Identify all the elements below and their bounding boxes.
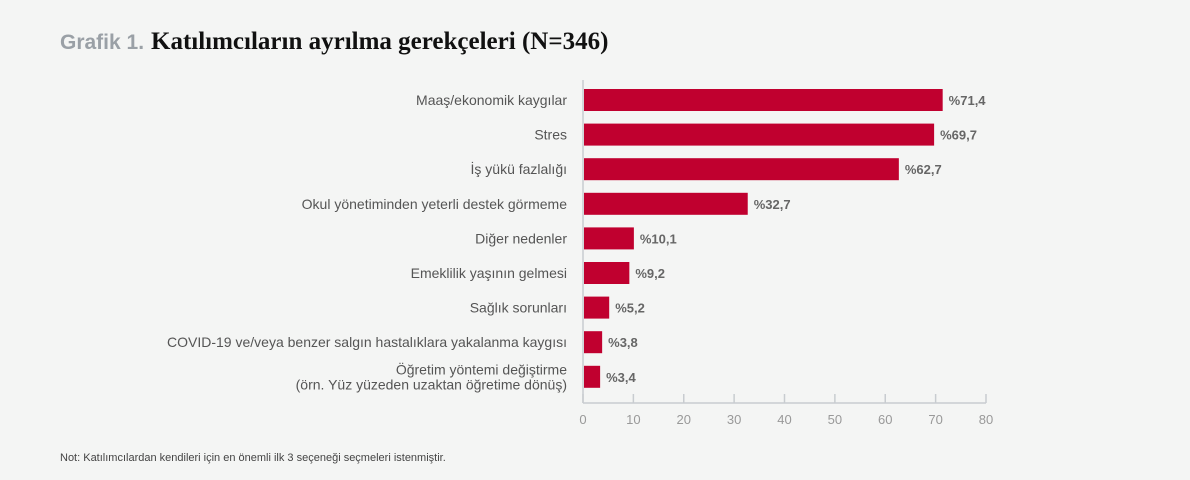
x-tick-label: 80 <box>979 412 993 427</box>
x-tick-label: 30 <box>727 412 741 427</box>
bar <box>584 296 610 319</box>
bar <box>584 227 634 250</box>
category-label: Sağlık sorunları <box>470 300 567 316</box>
category-label: Okul yönetiminden yeterli destek görmeme <box>302 196 568 212</box>
bar <box>584 331 603 354</box>
chart-title-text: Katılımcıların ayrılma gerekçeleri (N=34… <box>151 28 609 55</box>
x-tick-label: 10 <box>626 412 640 427</box>
bar <box>584 192 748 215</box>
data-label: %10,1 <box>640 231 677 246</box>
category-label: (örn. Yüz yüzeden uzaktan öğretime dönüş… <box>296 376 567 392</box>
bar <box>584 365 601 388</box>
category-label: COVID-19 ve/veya benzer salgın hastalıkl… <box>167 334 567 350</box>
data-label: %3,4 <box>606 370 636 385</box>
category-label: Diğer nedenler <box>475 230 567 246</box>
x-tick-label: 20 <box>677 412 691 427</box>
bar <box>584 262 630 284</box>
data-label: %5,2 <box>615 301 645 316</box>
x-tick-label: 40 <box>777 412 791 427</box>
x-tick-label: 70 <box>928 412 942 427</box>
category-label: İş yükü fazlalığı <box>471 160 568 177</box>
category-label: Öğretim yöntemi değiştirme <box>396 360 567 377</box>
category-label: Stres <box>534 127 567 143</box>
data-label: %62,7 <box>905 162 942 177</box>
x-tick-label: 50 <box>828 412 842 427</box>
bar <box>584 89 943 111</box>
category-label: Emeklilik yaşının gelmesi <box>411 265 567 281</box>
category-label: Maaş/ekonomik kaygılar <box>416 92 567 108</box>
chart-title-prefix: Grafik 1. <box>60 31 145 54</box>
chart-title: Grafik 1. Katılımcıların ayrılma gerekçe… <box>60 27 608 56</box>
data-label: %32,7 <box>754 197 791 212</box>
x-tick-label: 60 <box>878 412 892 427</box>
chart-note: Not: Katılımcılardan kendileri için en ö… <box>60 452 446 464</box>
x-tick-label: 0 <box>579 412 586 427</box>
data-label: %71,4 <box>949 93 987 108</box>
data-label: %9,2 <box>635 266 665 281</box>
data-label: %69,7 <box>940 128 977 143</box>
data-label: %3,8 <box>608 335 638 350</box>
bar <box>584 158 899 181</box>
bar <box>584 123 935 146</box>
